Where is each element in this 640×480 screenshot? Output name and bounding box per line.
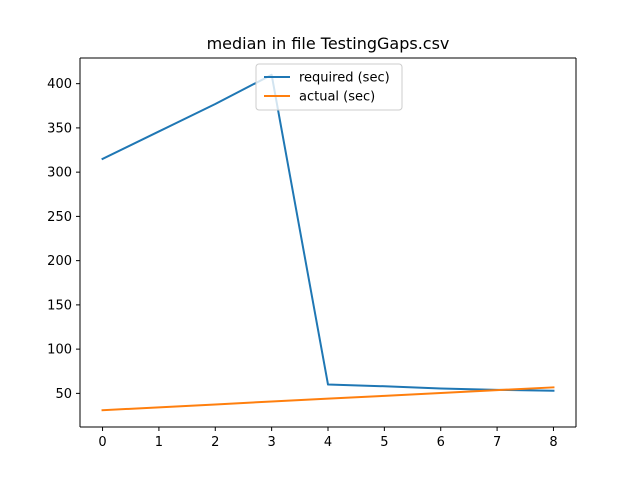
series-line-actual [101,386,555,412]
x-tick-label: 3 [267,435,275,450]
y-tick-label: 50 [55,387,72,402]
legend-label: required (sec) [299,71,390,86]
x-tick-label: 7 [493,435,501,450]
y-tick-label: 200 [47,254,72,269]
y-tick-label: 250 [47,210,72,225]
axes-layer: 0 1 2 3 4 5 6 7 8 50 100 150 200 250 300 350 400 [47,57,577,450]
x-tick-label: 6 [437,435,445,450]
y-tick-label: 150 [47,298,72,313]
legend-box [255,63,403,111]
x-tick-label: 0 [98,435,106,450]
x-tick-label: 8 [549,435,557,450]
y-tick-label: 300 [47,166,72,181]
x-tick-label: 2 [211,435,219,450]
chart-title: median in file TestingGaps.csv [207,34,450,53]
series-layer [101,73,555,412]
x-tick-label: 1 [155,435,163,450]
x-tick-label: 4 [324,435,332,450]
y-tick-label: 100 [47,343,72,358]
plot-area [80,58,576,427]
y-tick-label: 350 [47,121,72,136]
series-line-required [101,73,555,392]
legend: required (sec) actual (sec) [255,63,403,111]
x-tick-label: 5 [380,435,388,450]
legend-label: actual (sec) [299,90,375,105]
y-tick-label: 400 [47,77,72,92]
